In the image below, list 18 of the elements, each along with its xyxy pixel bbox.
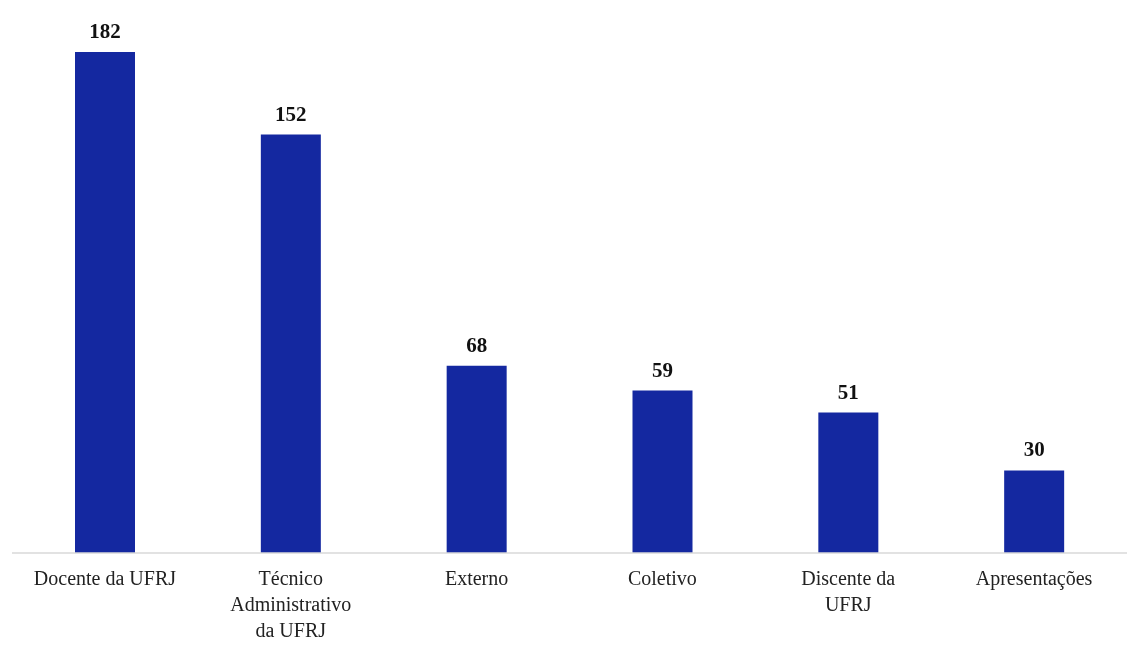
x-tick-label: Coletivo: [627, 567, 697, 589]
data-label: 30: [1023, 437, 1045, 462]
bar: [446, 365, 507, 553]
data-label: 68: [466, 332, 488, 357]
x-tick-label: Externo: [444, 567, 509, 589]
bar: [75, 52, 135, 553]
data-label: 182: [89, 19, 121, 43]
data-label: 51: [837, 379, 859, 404]
x-tick-label: Técnico Administrativo da UFRJ: [230, 567, 352, 641]
bar: [260, 134, 321, 553]
bar: [1004, 470, 1065, 553]
data-label: 152: [275, 101, 307, 126]
bar: [818, 412, 879, 553]
x-tick-label: Apresentações: [975, 567, 1093, 590]
x-tick-label: Docente da UFRJ: [33, 567, 177, 589]
bar: [632, 390, 693, 553]
data-label: 59: [652, 357, 673, 382]
x-tick-label: Discente da UFRJ: [801, 567, 896, 615]
